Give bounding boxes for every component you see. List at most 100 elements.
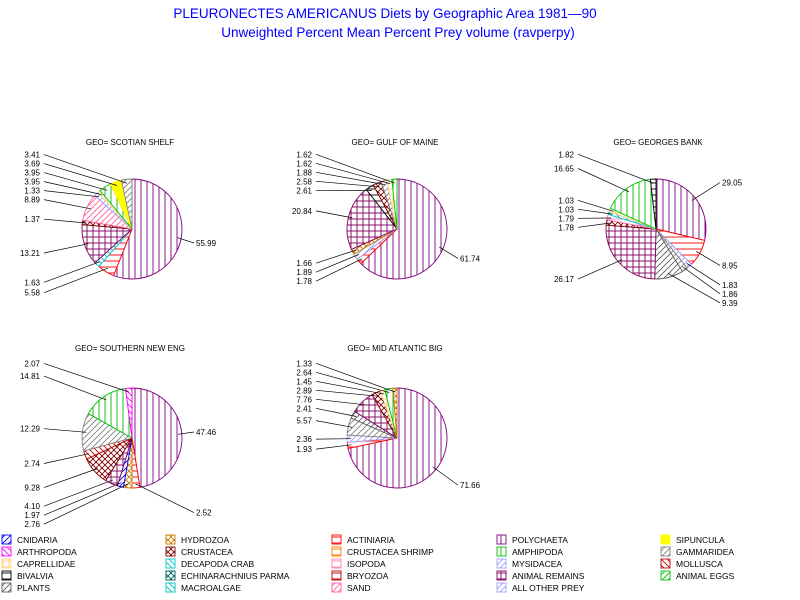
pie-slice-polychaeta (113, 178, 183, 280)
legend-item-mysidacea: MYSIDACEA (496, 558, 562, 569)
slice-value-label: 3.95 (24, 178, 40, 187)
slice-value-label: 9.39 (722, 299, 738, 308)
legend-label: ECHINARACHNIUS PARMA (181, 571, 290, 581)
slice-value-label: 1.97 (24, 511, 40, 520)
slice-value-label: 2.58 (296, 177, 312, 186)
pie-chart-southern-new-eng: GEO= SOUTHERN NEW ENG 47.46 2.52 2.07 14.81 1… (20, 344, 217, 529)
leader-line (691, 182, 721, 201)
pie-title: GEO= MID ATLANTIC BIG (347, 344, 442, 353)
leader-line (43, 479, 114, 507)
legend-swatch (660, 534, 671, 545)
slice-value-label: 47.46 (196, 428, 217, 437)
slice-value-label: 2.52 (196, 509, 212, 518)
legend-swatch (1, 558, 12, 569)
slice-value-label: 9.28 (24, 484, 40, 493)
legend-label: ISOPODA (347, 559, 386, 569)
legend-label: ALL OTHER PREY (512, 583, 585, 593)
legend-swatch (331, 570, 342, 581)
leader-line (43, 375, 107, 401)
pie-chart-mid-atlantic-big: GEO= MID ATLANTIC BIG71.661.332.641.452.… (296, 344, 480, 490)
legend-item-macroalgae: MACROALGAE (165, 582, 241, 593)
leader-line (177, 431, 195, 435)
pie-title: GEO= GEORGES BANK (613, 138, 703, 147)
slice-value-label: 1.03 (558, 205, 574, 214)
legend-swatch (660, 570, 671, 581)
legend-swatch (1, 546, 12, 557)
legend-swatch (331, 546, 342, 557)
leader-line (682, 266, 721, 295)
legend-label: CRUSTACEA (181, 547, 233, 557)
pie-slice-polychaeta (360, 178, 448, 280)
leader-line (315, 254, 359, 273)
legend-item-isopoda: ISOPODA (331, 558, 386, 569)
legend-swatch (331, 582, 342, 593)
leader-line (43, 199, 91, 210)
legend-label: CRUSTACEA SHRIMP (347, 547, 434, 557)
leader-line (43, 172, 108, 191)
chart-title: PLEURONECTES AMERICANUS Diets by Geograp… (173, 6, 596, 21)
legend-swatch (1, 534, 12, 545)
leader-line (135, 483, 195, 513)
legend-item-polychaeta: POLYCHAETA (496, 534, 568, 545)
slice-value-label: 1.82 (558, 150, 574, 159)
slice-value-label: 7.76 (296, 395, 312, 404)
slice-value-label: 1.03 (558, 196, 574, 205)
slice-value-label: 1.93 (296, 445, 312, 454)
pie-slice-polychaeta (131, 387, 183, 488)
legend-label: MYSIDACEA (512, 559, 562, 569)
slice-value-label: 2.07 (24, 359, 40, 368)
leader-line (315, 444, 352, 450)
pie-slice-bivalvia (649, 178, 657, 230)
slice-value-label: 8.89 (24, 196, 40, 205)
legend-item-animal-eggs: ANIMAL EGGS (660, 570, 735, 581)
legend-item-amphipoda: AMPHIPODA (496, 546, 563, 557)
slice-value-label: 1.62 (296, 159, 312, 168)
legend-item-cnidaria: CNIDARIA (1, 534, 58, 545)
pie-slice-animal-remains (605, 224, 657, 280)
legend-swatch (165, 534, 176, 545)
leader-line (577, 222, 611, 228)
slice-value-label: 2.36 (296, 435, 312, 444)
leader-line (315, 171, 385, 185)
slice-value-label: 8.95 (722, 261, 738, 270)
legend-item-hydrozoa: HYDROZOA (165, 534, 230, 545)
legend-swatch (1, 582, 12, 593)
slice-value-label: 1.66 (296, 259, 312, 268)
pie-slice-arthropoda (125, 387, 133, 439)
slice-value-label: 2.61 (296, 186, 312, 195)
slice-value-label: 1.86 (722, 290, 738, 299)
slice-value-label: 61.74 (460, 254, 481, 263)
leader-line (43, 261, 100, 283)
slice-value-label: 1.89 (296, 268, 312, 277)
leader-line (315, 407, 357, 417)
legend-label: BRYOZOA (347, 571, 389, 581)
slice-value-label: 13.21 (20, 249, 41, 258)
legend-label: POLYCHAETA (512, 535, 568, 545)
slice-value-label: 5.58 (24, 289, 40, 298)
leader-line (43, 267, 109, 294)
leader-line (577, 259, 623, 280)
slice-value-label: 16.65 (554, 165, 575, 174)
legend-label: ARTHROPODA (17, 547, 77, 557)
legend-item-arthropoda: ARTHROPODA (1, 546, 77, 557)
slice-value-label: 1.63 (24, 278, 40, 287)
leader-line (43, 483, 129, 525)
legend-item-sipuncula: SIPUNCULA (660, 534, 725, 545)
pie-title: GEO= SOUTHERN NEW ENG (75, 344, 185, 353)
legend-swatch (165, 546, 176, 557)
leader-line (667, 273, 721, 304)
legend-swatch (165, 570, 176, 581)
slice-value-label: 12.29 (20, 425, 41, 434)
leader-line (315, 362, 396, 393)
leader-line (577, 199, 614, 212)
legend-swatch (660, 558, 671, 569)
legend-label: CNIDARIA (17, 535, 58, 545)
slice-value-label: 1.83 (722, 281, 738, 290)
slice-value-label: 5.57 (296, 417, 312, 426)
leader-line (43, 482, 122, 516)
leader-line (43, 363, 130, 393)
legend-label: BIVALVIA (17, 571, 54, 581)
leader-line (43, 243, 89, 254)
legend-item-mollusca: MOLLUSCA (660, 558, 723, 569)
slice-value-label: 1.62 (296, 150, 312, 159)
